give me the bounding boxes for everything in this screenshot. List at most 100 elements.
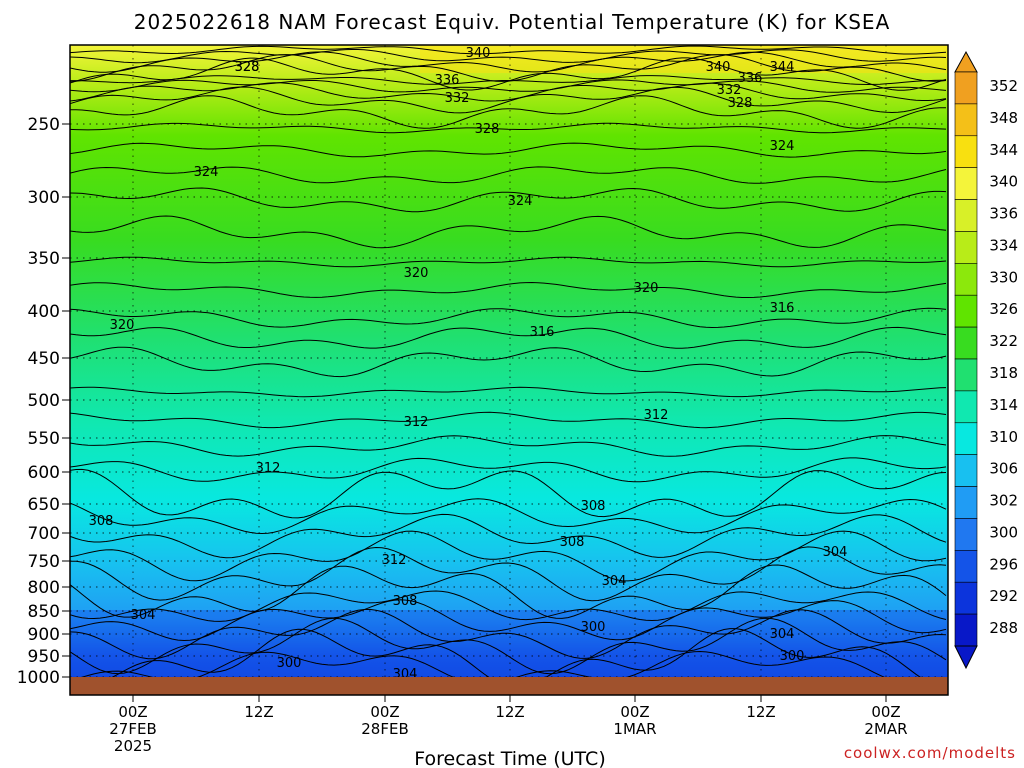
contour-line	[70, 57, 947, 91]
contour-line	[70, 75, 946, 86]
y-tick-label: 500	[28, 391, 60, 411]
contour-line	[70, 166, 947, 184]
contour-line	[70, 281, 947, 298]
colorbar-swatch	[954, 486, 978, 519]
contour-label: 300	[277, 656, 302, 671]
contour-line	[70, 546, 947, 602]
contour-label: 304	[823, 545, 848, 560]
colorbar-label: 318	[989, 364, 1018, 382]
contour-line	[70, 49, 947, 64]
contour-label: 328	[475, 122, 500, 137]
contour-label: 328	[235, 60, 260, 75]
contour-line	[70, 513, 947, 559]
contour-label: 340	[466, 46, 491, 61]
y-tick-label: 700	[28, 524, 60, 544]
x-tick-label: 00Z	[118, 703, 147, 721]
colorbar-label: 296	[989, 555, 1018, 573]
contour-label: 308	[560, 535, 585, 550]
contour-label: 304	[770, 627, 795, 642]
contour-label: 300	[581, 620, 606, 635]
colorbar-label: 348	[989, 109, 1018, 127]
contour-label: 344	[770, 60, 795, 75]
contour-line	[70, 468, 947, 519]
x-tick-label: 12Z	[746, 703, 775, 721]
x-tick-label: 2025	[114, 737, 152, 755]
contour-lines	[70, 45, 947, 689]
x-tick-label: 12Z	[495, 703, 524, 721]
contour-label: 324	[770, 139, 795, 154]
contour-label: 312	[644, 408, 669, 423]
colorbar-label: 288	[989, 619, 1018, 637]
colorbar-swatch	[954, 550, 978, 583]
contour-line	[70, 86, 947, 114]
contour-line	[70, 142, 947, 158]
y-tick-label: 1000	[17, 668, 60, 688]
colorbar-swatch	[954, 103, 978, 137]
contour-label: 320	[110, 318, 135, 333]
y-tick-label: 650	[28, 495, 60, 515]
contour-line	[70, 457, 947, 483]
contour-line	[70, 215, 947, 249]
contour-line	[70, 326, 947, 349]
contour-label: 332	[717, 83, 742, 98]
chart-title: 2025022618 NAM Forecast Equiv. Potential…	[134, 10, 891, 34]
colorbar-label: 302	[989, 492, 1018, 510]
colorbar-swatch	[954, 199, 978, 232]
colorbar-label: 300	[989, 523, 1018, 541]
x-tick-label: 00Z	[620, 703, 649, 721]
colorbar-arrow-top	[954, 50, 978, 73]
y-tick-label: 950	[28, 647, 60, 667]
contour-label: 320	[634, 281, 659, 296]
contour-line	[70, 122, 947, 134]
colorbar-swatch	[954, 71, 978, 105]
colorbar-swatch	[954, 581, 978, 615]
y-tick-label: 350	[28, 249, 60, 269]
contour-label: 340	[706, 60, 731, 75]
y-tick-label: 850	[28, 602, 60, 622]
contour-line	[70, 79, 947, 93]
colorbar-swatch	[954, 422, 978, 455]
credit-text: coolwx.com/modelts	[844, 744, 1016, 762]
contour-label: 324	[508, 194, 533, 209]
y-tick-label: 600	[28, 463, 60, 483]
contour-line	[70, 45, 947, 55]
contour-label: 308	[89, 514, 114, 529]
contour-label: 320	[404, 266, 429, 281]
colorbar: 352 348 344 340 336 334 330 326 322 318 314 310 306 3…	[954, 50, 1018, 670]
contour-label: 304	[602, 574, 627, 589]
contour-line	[70, 435, 947, 457]
contour-line	[70, 346, 947, 378]
y-tick-label: 250	[28, 115, 60, 135]
contour-line	[70, 608, 947, 660]
plot-frame	[69, 44, 949, 696]
x-tick-label: 28FEB	[361, 720, 408, 738]
colorbar-label: 306	[989, 460, 1018, 478]
y-tick-label: 550	[28, 429, 60, 449]
x-tick-label: 00Z	[871, 703, 900, 721]
contour-line	[70, 51, 947, 73]
colorbar-label: 322	[989, 332, 1018, 350]
colorbar-label: 326	[989, 300, 1018, 318]
contour-label: 312	[382, 553, 407, 568]
colorbar-swatch	[954, 390, 978, 424]
contour-label: 304	[131, 608, 156, 623]
colorbar-swatch	[954, 231, 978, 264]
colorbar-swatch	[954, 294, 978, 328]
y-tick-label: 800	[28, 578, 60, 598]
colorbar-label: 334	[989, 236, 1018, 254]
y-tick-label: 400	[28, 302, 60, 322]
colorbar-swatch	[954, 518, 978, 551]
contour-line	[70, 590, 947, 622]
colorbar-swatch	[954, 358, 978, 392]
y-tick-label: 750	[28, 552, 60, 572]
blue-low-band	[70, 610, 948, 676]
contour-label: 300	[780, 649, 805, 664]
y-tick-label: 450	[28, 349, 60, 369]
contour-label: 332	[445, 91, 470, 106]
contour-label: 328	[235, 60, 260, 75]
contour-line	[70, 498, 947, 535]
colorbar-label: 352	[989, 77, 1018, 95]
contour-line	[70, 386, 947, 398]
x-tick-label: 00Z	[370, 703, 399, 721]
